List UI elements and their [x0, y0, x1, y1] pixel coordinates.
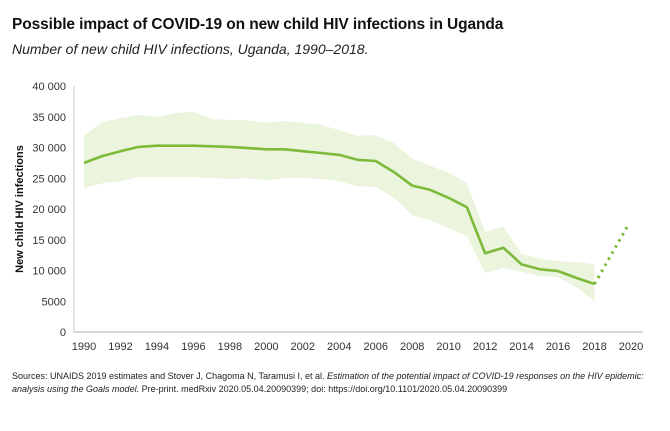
x-tick-label: 1990	[72, 341, 96, 353]
uncertainty-band-layer	[84, 111, 595, 302]
y-tick-label: 15 000	[32, 235, 66, 247]
x-tick-label: 1994	[145, 341, 169, 353]
sources-title: Estimation of the potential impact of CO…	[12, 371, 644, 394]
y-tick-label: 40 000	[32, 81, 66, 93]
x-tick-label: 1992	[108, 341, 132, 353]
y-tick-label: 30 000	[32, 143, 66, 155]
sources-prefix: Sources: UNAIDS 2019 estimates and Stove…	[12, 371, 327, 381]
y-tick-label: 10 000	[32, 266, 66, 278]
x-tick-label: 1996	[181, 341, 205, 353]
axis-layer	[73, 86, 643, 333]
sources-note: Sources: UNAIDS 2019 estimates and Stove…	[12, 370, 662, 395]
uncertainty-band	[84, 111, 595, 302]
estimate-line	[83, 144, 595, 286]
x-tick-label: 2002	[291, 341, 315, 353]
x-tick-label: 2016	[546, 341, 570, 353]
sources-suffix: Pre-print. medRxiv 2020.05.04.20090399; …	[139, 383, 508, 394]
x-tick-label: 2008	[400, 341, 424, 353]
y-tick-label: 0	[60, 327, 66, 339]
y-tick-label: 5000	[42, 296, 66, 308]
chart-subtitle: Number of new child HIV infections, Ugan…	[12, 41, 369, 57]
x-tick-label: 2004	[327, 341, 351, 353]
projection-dotted-line	[593, 224, 630, 285]
x-tick-label: 2000	[254, 341, 278, 353]
y-tick-labels: 0 5000 10 000 15 000 20 000 25 000 30 000 35 00…	[32, 81, 66, 339]
x-tick-label: 2020	[619, 341, 643, 353]
x-tick-label: 2006	[363, 341, 387, 353]
x-tick-label: 2012	[473, 341, 497, 353]
chart-title: Possible impact of COVID-19 on new child…	[12, 16, 504, 33]
y-tick-label: 35 000	[32, 112, 66, 124]
x-tick-label: 2014	[509, 341, 533, 353]
x-tick-labels: 1990 1992 1994 1996 1998 2000 2002 2004 2006 2008…	[72, 341, 643, 353]
x-tick-label: 2018	[582, 341, 606, 353]
line-layer	[83, 144, 630, 286]
y-tick-label: 25 000	[32, 173, 66, 185]
x-tick-label: 1998	[218, 341, 242, 353]
x-tick-label: 2010	[436, 341, 460, 353]
y-tick-label: 20 000	[32, 204, 66, 216]
